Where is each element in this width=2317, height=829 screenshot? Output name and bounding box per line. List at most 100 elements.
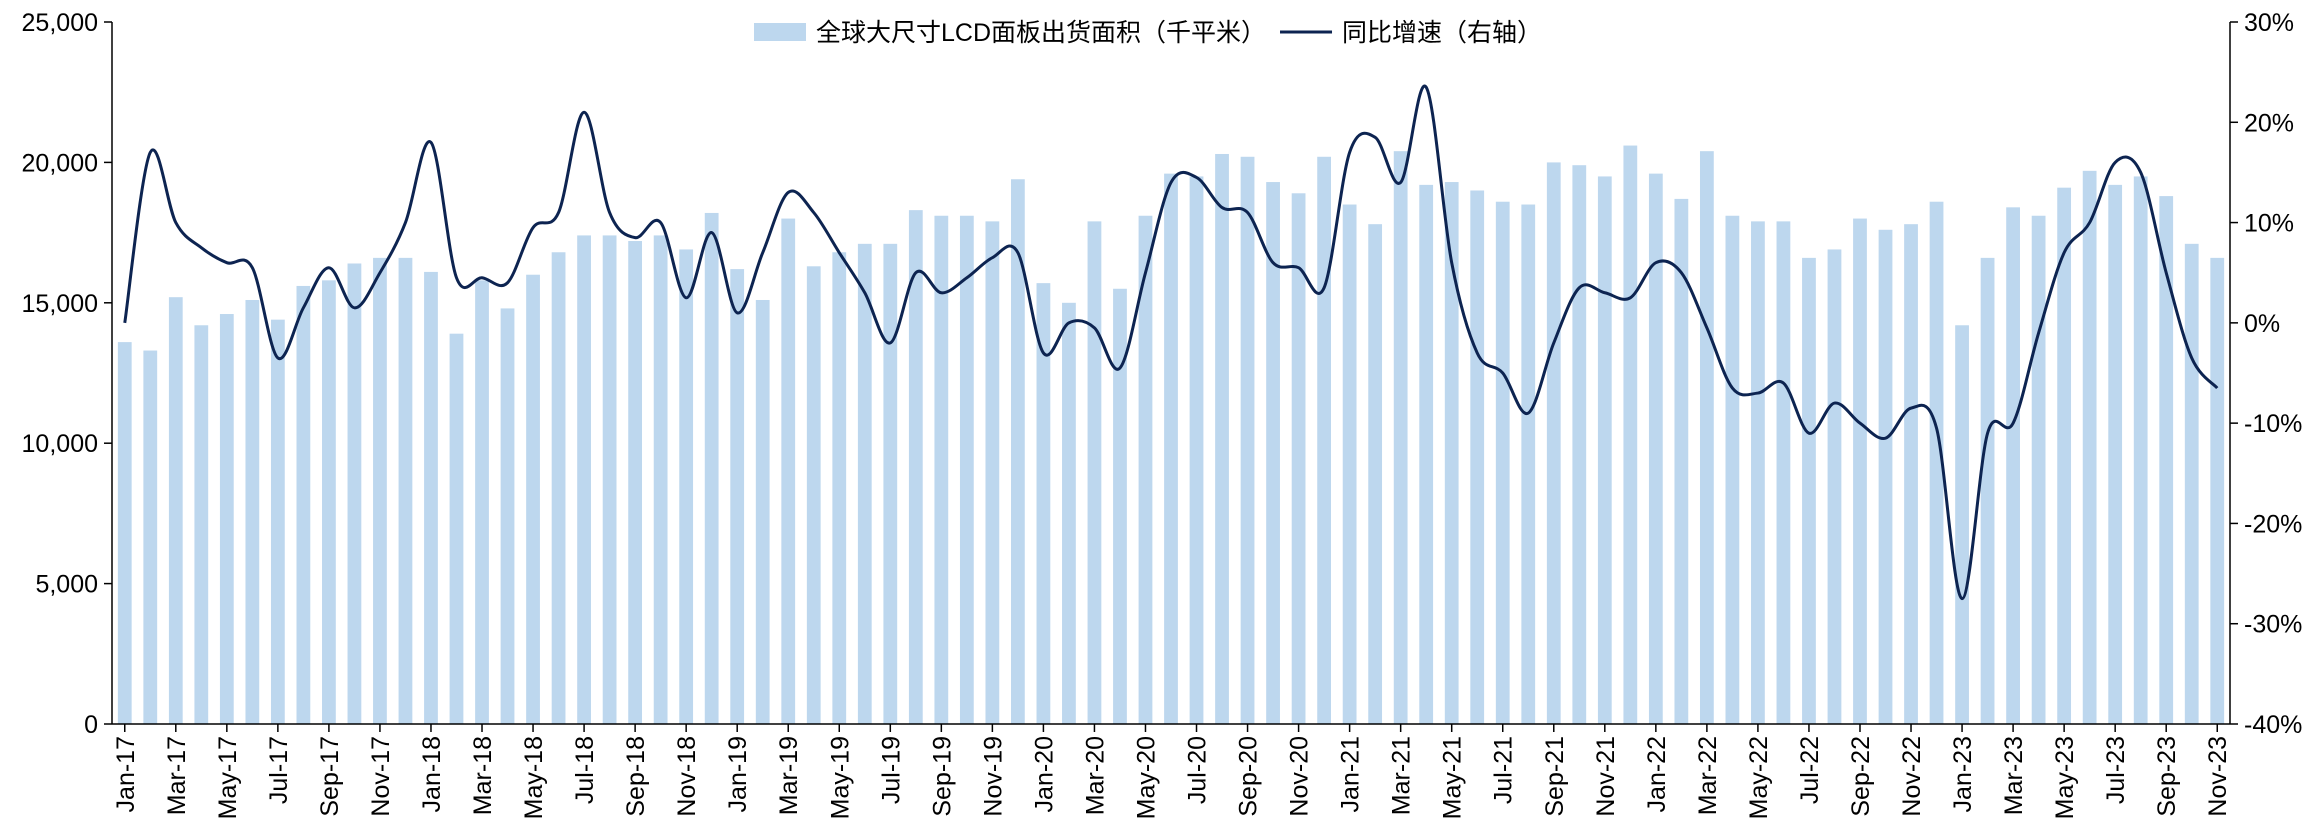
bar [1674, 198, 1689, 725]
x-tick-label: Sep-19 [928, 736, 956, 817]
x-tick-label: Jul-21 [1490, 736, 1518, 804]
bar [500, 308, 515, 724]
x-tick-label: May-23 [2051, 736, 2079, 819]
bar [551, 252, 566, 725]
bar [2006, 207, 2020, 724]
x-tick-label: Mar-22 [1694, 736, 1722, 815]
bar [1393, 151, 1408, 725]
x-tick-label: Sep-23 [2153, 736, 2181, 817]
bar [1215, 153, 1229, 724]
bar [194, 325, 209, 724]
y-tick-label: 25,000 [22, 9, 98, 37]
bar [1240, 156, 1255, 724]
bar [1980, 257, 1995, 724]
x-tick-label: Mar-18 [469, 736, 497, 815]
bar [1164, 173, 1178, 724]
bar [1904, 224, 1918, 724]
bar [2031, 215, 2046, 724]
y2-tick-label: -10% [2244, 410, 2302, 438]
bar [1776, 221, 1791, 725]
x-tick-label: May-21 [1439, 736, 1467, 819]
bar [679, 249, 694, 724]
bar [1521, 204, 1536, 724]
bar [908, 210, 923, 725]
bar [1929, 201, 1944, 724]
bar [373, 257, 387, 724]
x-tick-label: Jan-18 [418, 736, 446, 812]
x-tick-label: Sep-22 [1847, 736, 1875, 817]
bar [1113, 288, 1127, 724]
bar [1291, 193, 1306, 725]
bar [857, 243, 872, 724]
y-tick-label: 15,000 [22, 290, 98, 318]
bar [1699, 151, 1714, 725]
bar [602, 235, 617, 724]
bar [168, 297, 183, 724]
y-tick-label: 20,000 [22, 149, 98, 177]
x-tick-label: Mar-19 [775, 736, 803, 815]
x-tick-label: Jul-17 [265, 736, 293, 804]
bar [1342, 204, 1357, 724]
x-tick-label: Mar-21 [1388, 736, 1416, 815]
y2-tick-label: 0% [2244, 310, 2280, 338]
bar [1470, 190, 1485, 725]
x-tick-label: Sep-18 [622, 736, 650, 817]
bar [704, 212, 719, 724]
bar [1189, 176, 1204, 724]
legend: 全球大尺寸LCD面板出货面积（千平米） 同比增速（右轴） [754, 19, 1542, 47]
bar [1597, 176, 1612, 724]
x-tick-label: Mar-17 [163, 736, 191, 815]
bar [117, 342, 132, 724]
y2-tick-label: -20% [2244, 510, 2302, 538]
bar [1725, 215, 1740, 724]
bar [1648, 173, 1663, 724]
y-tick-label: 0 [84, 711, 98, 739]
x-tick-label: Nov-23 [2204, 736, 2232, 817]
bar [296, 285, 311, 724]
x-tick-label: Jan-22 [1643, 736, 1671, 812]
x-tick-label: Mar-23 [2000, 736, 2028, 815]
line [123, 84, 2219, 601]
bar [347, 263, 362, 724]
bar [1751, 221, 1765, 725]
bar [424, 271, 438, 724]
y2-tick-label: 10% [2244, 210, 2294, 238]
bar [245, 299, 260, 724]
bar [1878, 229, 1893, 725]
bar [985, 221, 1000, 725]
bar [1955, 325, 1969, 724]
bar [934, 215, 949, 724]
bar [1266, 182, 1280, 724]
x-tick-label: Sep-17 [316, 736, 344, 817]
x-tick-label: Jan-21 [1337, 736, 1365, 812]
x-tick-label: May-20 [1132, 736, 1160, 819]
y2-tick-label: -40% [2244, 711, 2302, 739]
bar [1444, 182, 1459, 724]
bar [1623, 145, 1638, 724]
y-tick-label: 5,000 [35, 571, 98, 599]
bar [781, 218, 796, 724]
x-tick-label: Nov-19 [979, 736, 1007, 817]
y2-tick-label: -30% [2244, 611, 2302, 639]
x-tick-label: May-22 [1745, 736, 1773, 819]
bar [2133, 176, 2148, 724]
legend-label: 全球大尺寸LCD面板出货面积（千平米） [816, 19, 1266, 47]
x-tick-label: Sep-20 [1235, 736, 1263, 817]
bar [832, 252, 847, 725]
x-tick-label: Jan-17 [112, 736, 140, 812]
bar [1853, 218, 1867, 724]
bar [883, 243, 898, 724]
bar [322, 280, 336, 724]
bar [1062, 302, 1076, 724]
bar [755, 299, 770, 724]
x-tick-label: May-19 [826, 736, 854, 819]
bar [2159, 196, 2174, 724]
bar [959, 215, 974, 724]
bar [1368, 224, 1383, 724]
bar [577, 235, 591, 724]
x-tick-label: May-17 [214, 736, 242, 819]
x-tick-label: Nov-22 [1898, 736, 1926, 817]
bar [1317, 156, 1331, 724]
x-tick-label: Nov-17 [367, 736, 395, 817]
